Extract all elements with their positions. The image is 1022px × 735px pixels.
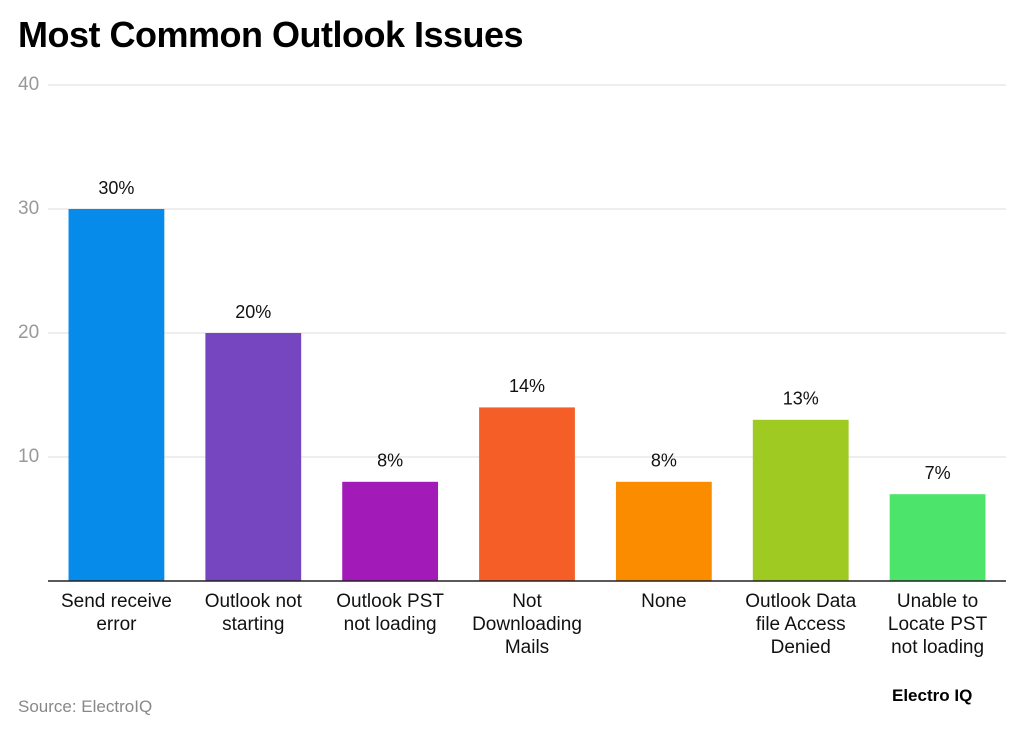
x-tick-label: Not Downloading Mails [472, 591, 582, 658]
value-label: 8% [651, 451, 677, 471]
bar [205, 333, 302, 581]
x-tick-label: Outlook not starting [204, 591, 302, 635]
bar [68, 209, 165, 581]
bar [889, 494, 986, 581]
y-tick-label: 40 [18, 74, 39, 95]
source: Source: ElectroIQ [18, 697, 153, 716]
value-label: 20% [235, 302, 271, 322]
value-label: 8% [377, 451, 403, 471]
chart-title: Most Common Outlook Issues [18, 14, 524, 55]
bar [342, 481, 439, 581]
value-label: 7% [925, 463, 951, 483]
y-tick-label: 10 [18, 446, 39, 467]
x-tick-label: Outlook PST not loading [336, 591, 444, 635]
value-label: 30% [98, 178, 134, 198]
logo: Electro IQ [892, 686, 973, 705]
y-tick-label: 20 [18, 322, 39, 343]
value-label: 14% [509, 376, 545, 396]
x-tick-label: None [641, 591, 687, 612]
x-tick-label: Outlook Data file Access Denied [745, 591, 857, 658]
value-label: 13% [783, 389, 819, 409]
bar [615, 481, 712, 581]
x-tick-label: Send receive error [60, 591, 172, 635]
x-tick-label: Unable to Locate PST not loading [887, 591, 988, 658]
y-tick-label: 30 [18, 198, 39, 219]
bar [479, 407, 575, 581]
bar [752, 419, 849, 581]
